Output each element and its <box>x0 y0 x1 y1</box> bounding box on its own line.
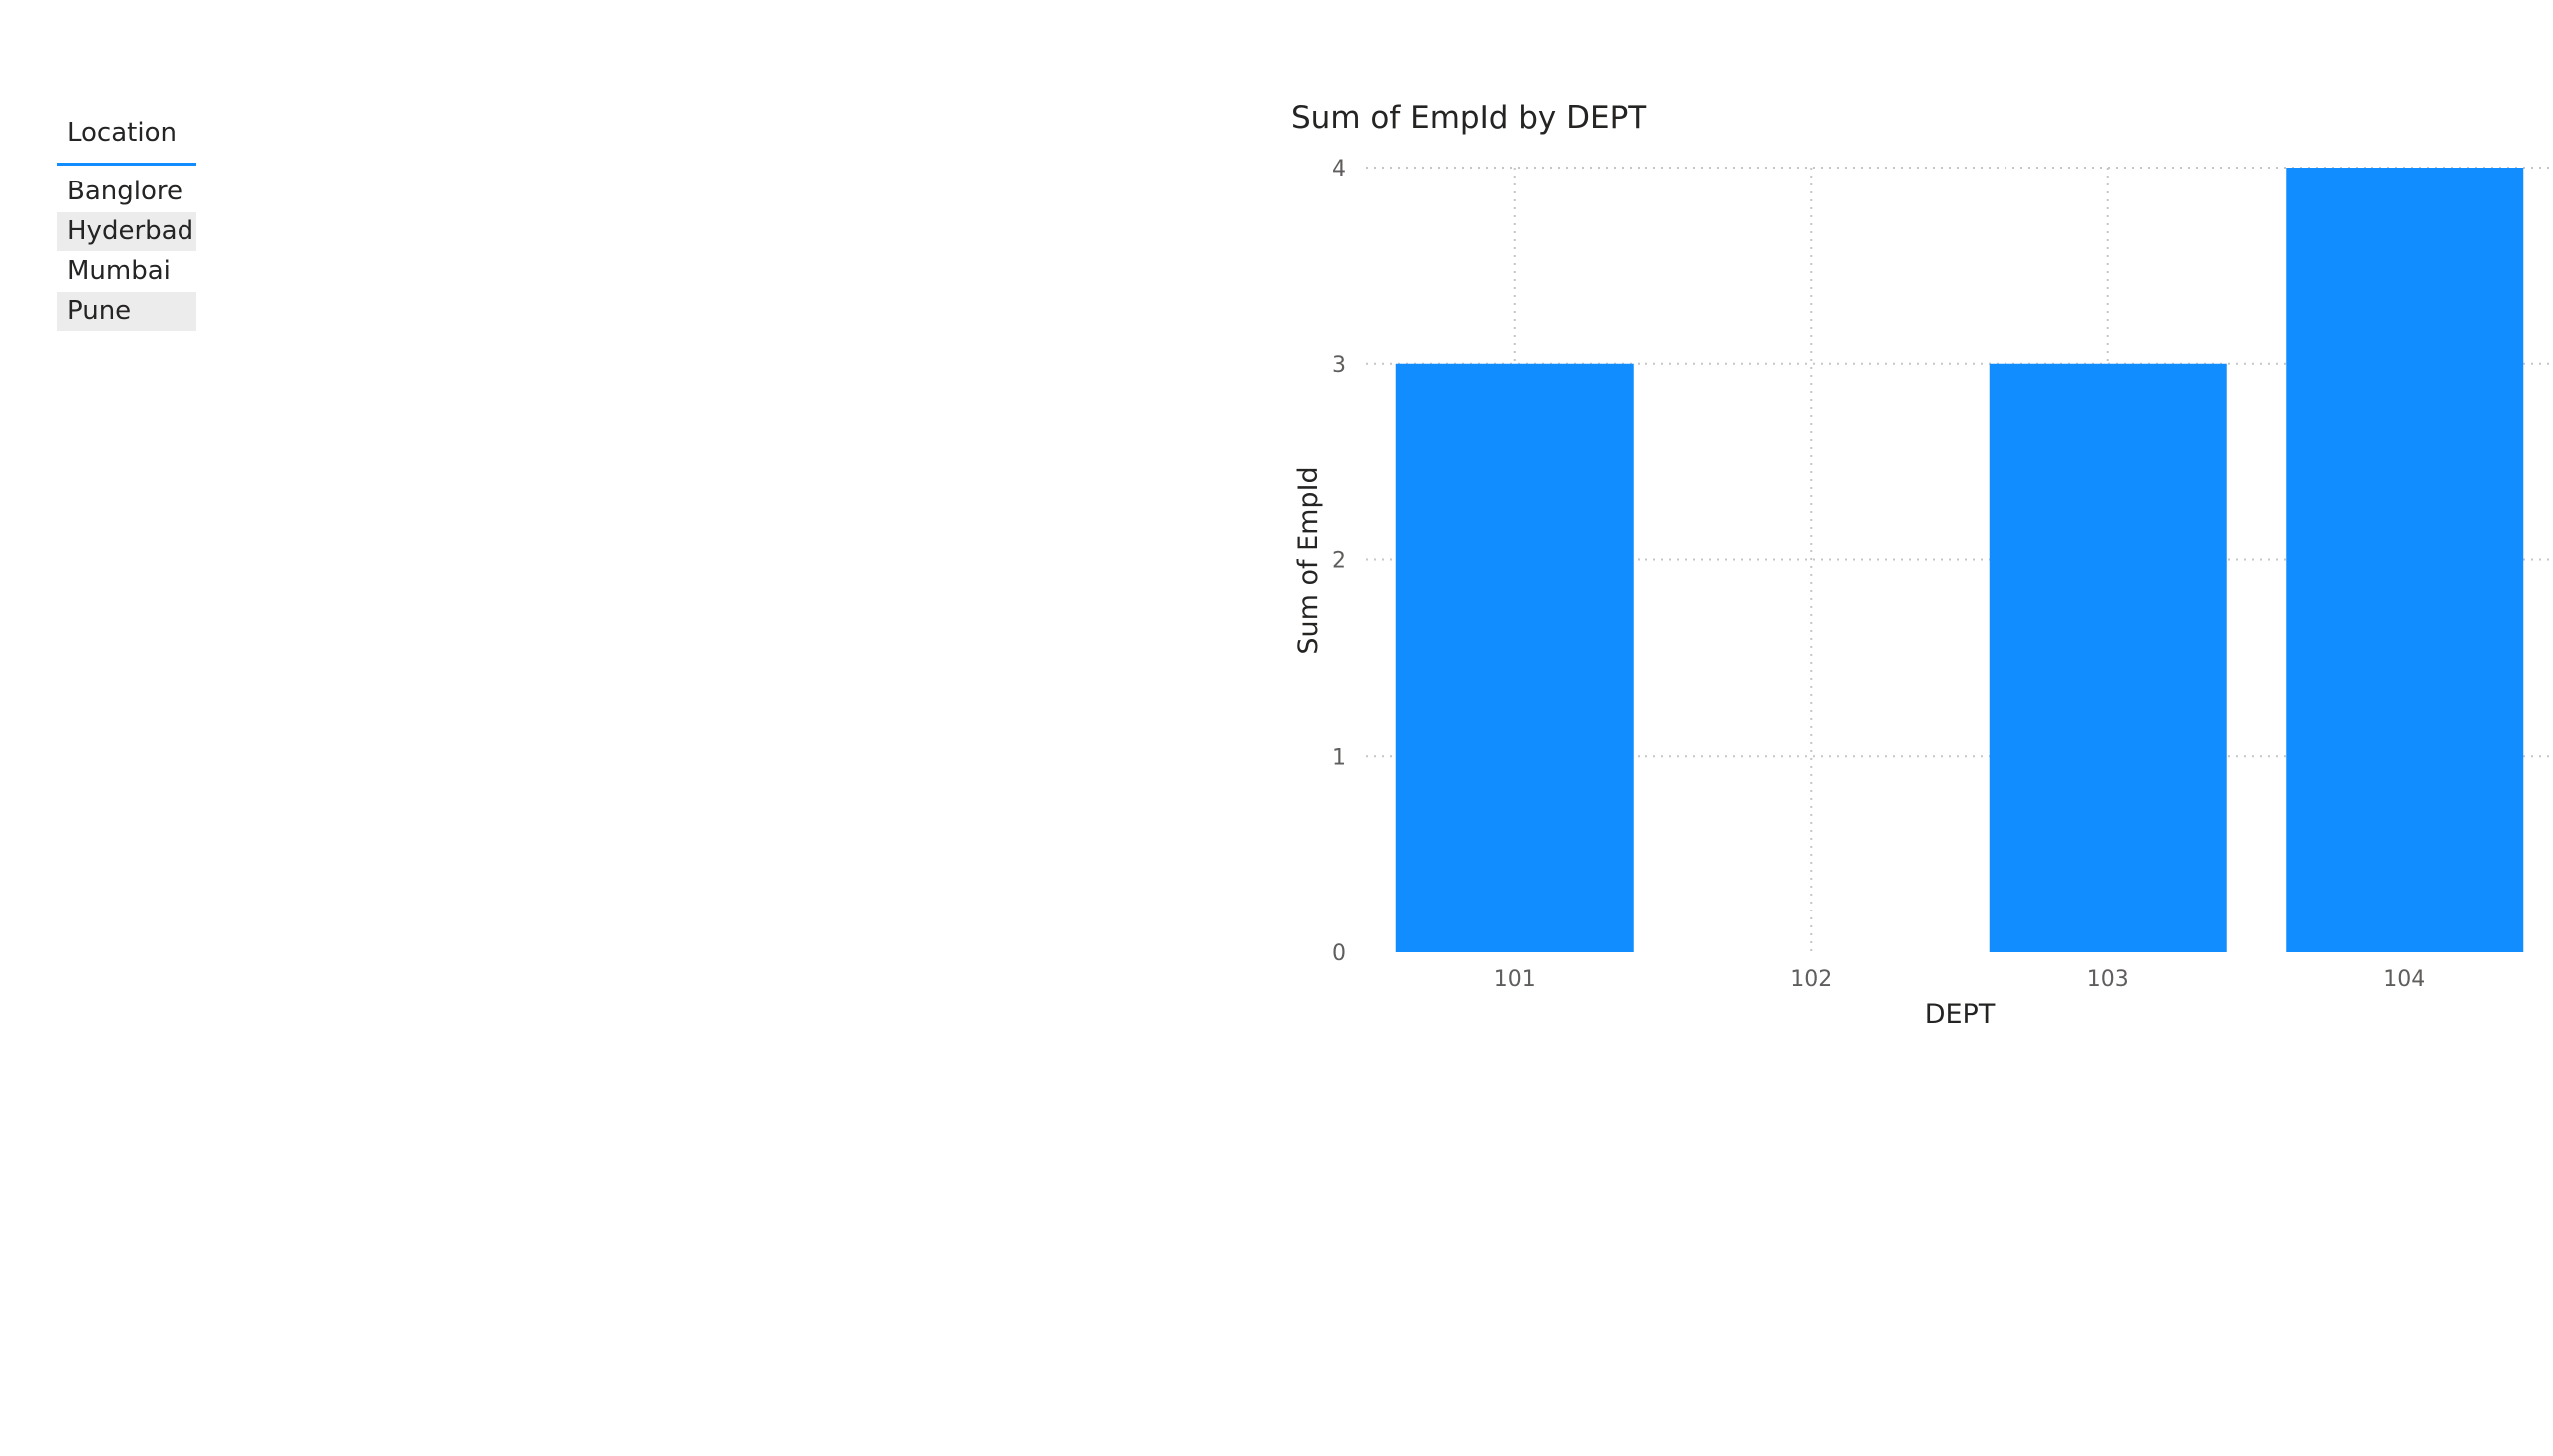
bar-dept-101 <box>1395 363 1634 952</box>
x-tick-label: 101 <box>1494 967 1536 992</box>
slicer-item-pune[interactable]: Pune <box>57 292 196 331</box>
slicer-item-hyderbad[interactable]: Hyderbad <box>57 212 196 251</box>
slicer-list: Banglore Hyderbad Mumbai Pune <box>57 173 196 331</box>
bar-dept-103 <box>1989 363 2227 952</box>
slicer-item-mumbai[interactable]: Mumbai <box>67 256 171 286</box>
y-tick-label: 4 <box>1332 157 1346 182</box>
slicer-item-banglore[interactable]: Banglore <box>67 177 182 206</box>
x-tick-label: 104 <box>2383 967 2425 992</box>
y-axis-title: Sum of EmpId <box>1293 466 1324 654</box>
x-axis-title: DEPT <box>1925 999 1996 1030</box>
location-slicer: Location Banglore Hyderbad Mumbai Pune <box>57 108 196 332</box>
bar-dept-104 <box>2286 168 2524 952</box>
y-tick-label: 0 <box>1332 941 1346 966</box>
x-tick-label: 102 <box>1790 967 1832 992</box>
y-tick-label: 2 <box>1332 549 1346 574</box>
x-tick-label: 103 <box>2087 967 2129 992</box>
slicer-title: Location <box>57 108 196 166</box>
y-tick-label: 1 <box>1332 745 1346 770</box>
chart-title: Sum of EmpId by DEPT <box>1291 100 1647 136</box>
y-tick-label: 3 <box>1332 353 1346 378</box>
